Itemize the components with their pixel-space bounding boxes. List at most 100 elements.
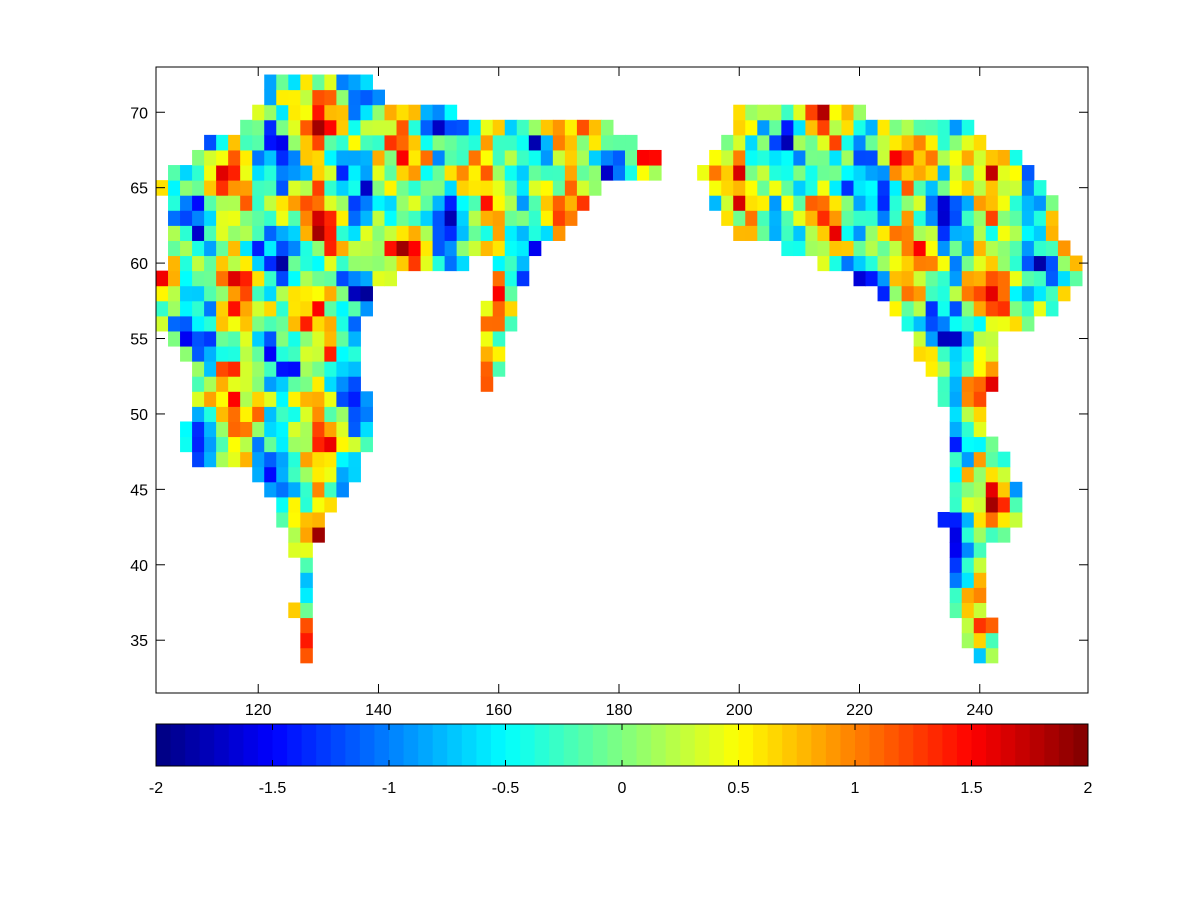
heatmap-cell bbox=[1009, 225, 1023, 241]
heatmap-cell bbox=[817, 149, 830, 166]
heatmap-cell bbox=[264, 421, 277, 438]
heatmap-cell bbox=[1033, 285, 1047, 302]
heatmap-cell bbox=[456, 240, 470, 257]
heatmap-cell bbox=[937, 180, 951, 196]
heatmap-cell bbox=[300, 587, 313, 603]
heatmap-cell bbox=[1033, 300, 1047, 317]
heatmap-cell bbox=[252, 225, 265, 241]
colorbar-segment bbox=[927, 724, 943, 766]
heatmap-cell bbox=[204, 330, 217, 347]
heatmap-cell bbox=[444, 210, 458, 226]
heatmap-cell bbox=[396, 255, 410, 272]
heatmap-cell bbox=[288, 180, 301, 196]
heatmap-cell bbox=[216, 149, 229, 166]
heatmap-cell bbox=[240, 421, 253, 438]
heatmap-cell bbox=[300, 496, 313, 513]
heatmap-cell bbox=[192, 225, 205, 241]
heatmap-cell bbox=[456, 225, 470, 241]
heatmap-cell bbox=[468, 180, 482, 196]
heatmap-cell bbox=[757, 104, 770, 121]
heatmap-cell bbox=[324, 74, 337, 91]
heatmap-cell bbox=[192, 180, 205, 196]
heatmap-cell bbox=[312, 240, 325, 257]
heatmap-cell bbox=[961, 527, 975, 543]
heatmap-cell bbox=[480, 376, 494, 392]
heatmap-cell bbox=[492, 240, 506, 257]
heatmap-cell bbox=[288, 406, 301, 422]
heatmap-cell bbox=[348, 391, 361, 407]
heatmap-cell bbox=[949, 330, 963, 347]
heatmap-cell bbox=[336, 376, 349, 392]
heatmap-cell bbox=[324, 180, 337, 196]
heatmap-cell bbox=[637, 165, 650, 181]
heatmap-cell bbox=[312, 165, 325, 181]
heatmap-cell bbox=[961, 165, 975, 181]
heatmap-cell bbox=[252, 436, 265, 453]
heatmap-cell bbox=[408, 104, 422, 121]
heatmap-cell bbox=[817, 255, 830, 272]
heatmap-cell bbox=[961, 602, 975, 619]
heatmap-cell bbox=[360, 436, 373, 453]
heatmap-cell bbox=[973, 165, 987, 181]
heatmap-cell bbox=[348, 315, 361, 332]
heatmap-cell bbox=[324, 376, 337, 392]
heatmap-cell bbox=[384, 119, 398, 136]
heatmap-cell bbox=[408, 119, 422, 136]
heatmap-cell bbox=[889, 300, 903, 317]
heatmap-cell bbox=[997, 511, 1011, 528]
heatmap-cell bbox=[180, 210, 193, 226]
heatmap-cell bbox=[300, 361, 313, 377]
heatmap-cell bbox=[961, 346, 975, 362]
heatmap-cell bbox=[817, 134, 830, 151]
heatmap-cell bbox=[276, 496, 289, 513]
heatmap-cell bbox=[348, 210, 361, 226]
heatmap-cell bbox=[252, 300, 265, 317]
heatmap-cell bbox=[264, 466, 277, 483]
heatmap-cell bbox=[324, 481, 337, 498]
heatmap-cell bbox=[913, 240, 927, 257]
heatmap-cell bbox=[264, 285, 277, 302]
heatmap-cell bbox=[937, 195, 951, 211]
heatmap-cell bbox=[925, 149, 939, 166]
heatmap-cell bbox=[480, 315, 494, 332]
colorbar-segment bbox=[345, 724, 361, 766]
heatmap-cell bbox=[504, 149, 518, 166]
heatmap-cell bbox=[228, 421, 241, 438]
colorbar-segment bbox=[956, 724, 972, 766]
colorbar-segment bbox=[855, 724, 871, 766]
heatmap-cell bbox=[516, 165, 530, 181]
heatmap-cell bbox=[1033, 270, 1047, 287]
heatmap-cell bbox=[372, 240, 385, 257]
heatmap-cell bbox=[156, 315, 169, 332]
heatmap-cell bbox=[300, 436, 313, 453]
heatmap-cell bbox=[336, 285, 349, 302]
heatmap-cell bbox=[492, 134, 506, 151]
heatmap-cell bbox=[997, 481, 1011, 498]
heatmap-cell bbox=[961, 376, 975, 392]
heatmap-cell bbox=[264, 270, 277, 287]
heatmap-cell bbox=[949, 255, 963, 272]
heatmap-cell bbox=[973, 481, 987, 498]
heatmap-cell bbox=[492, 285, 506, 302]
heatmap-cell bbox=[901, 119, 915, 136]
heatmap-cell bbox=[769, 104, 782, 121]
heatmap-cell bbox=[228, 134, 241, 151]
heatmap-cell bbox=[781, 240, 794, 257]
heatmap-cell bbox=[925, 330, 939, 347]
heatmap-cell bbox=[348, 346, 361, 362]
heatmap-cell bbox=[324, 421, 337, 438]
heatmap-cell bbox=[240, 180, 253, 196]
colorbar-segment bbox=[330, 724, 346, 766]
heatmap-cell bbox=[360, 165, 373, 181]
heatmap-cell bbox=[937, 300, 951, 317]
heatmap-cell bbox=[997, 210, 1011, 226]
heatmap-cell bbox=[420, 210, 434, 226]
heatmap-cell bbox=[216, 300, 229, 317]
heatmap-cell bbox=[336, 225, 349, 241]
heatmap-cell bbox=[168, 315, 181, 332]
heatmap-cell bbox=[961, 300, 975, 317]
heatmap-cell bbox=[312, 346, 325, 362]
heatmap-cell bbox=[372, 104, 385, 121]
heatmap-cell bbox=[504, 285, 518, 302]
heatmap-cell bbox=[937, 119, 951, 136]
